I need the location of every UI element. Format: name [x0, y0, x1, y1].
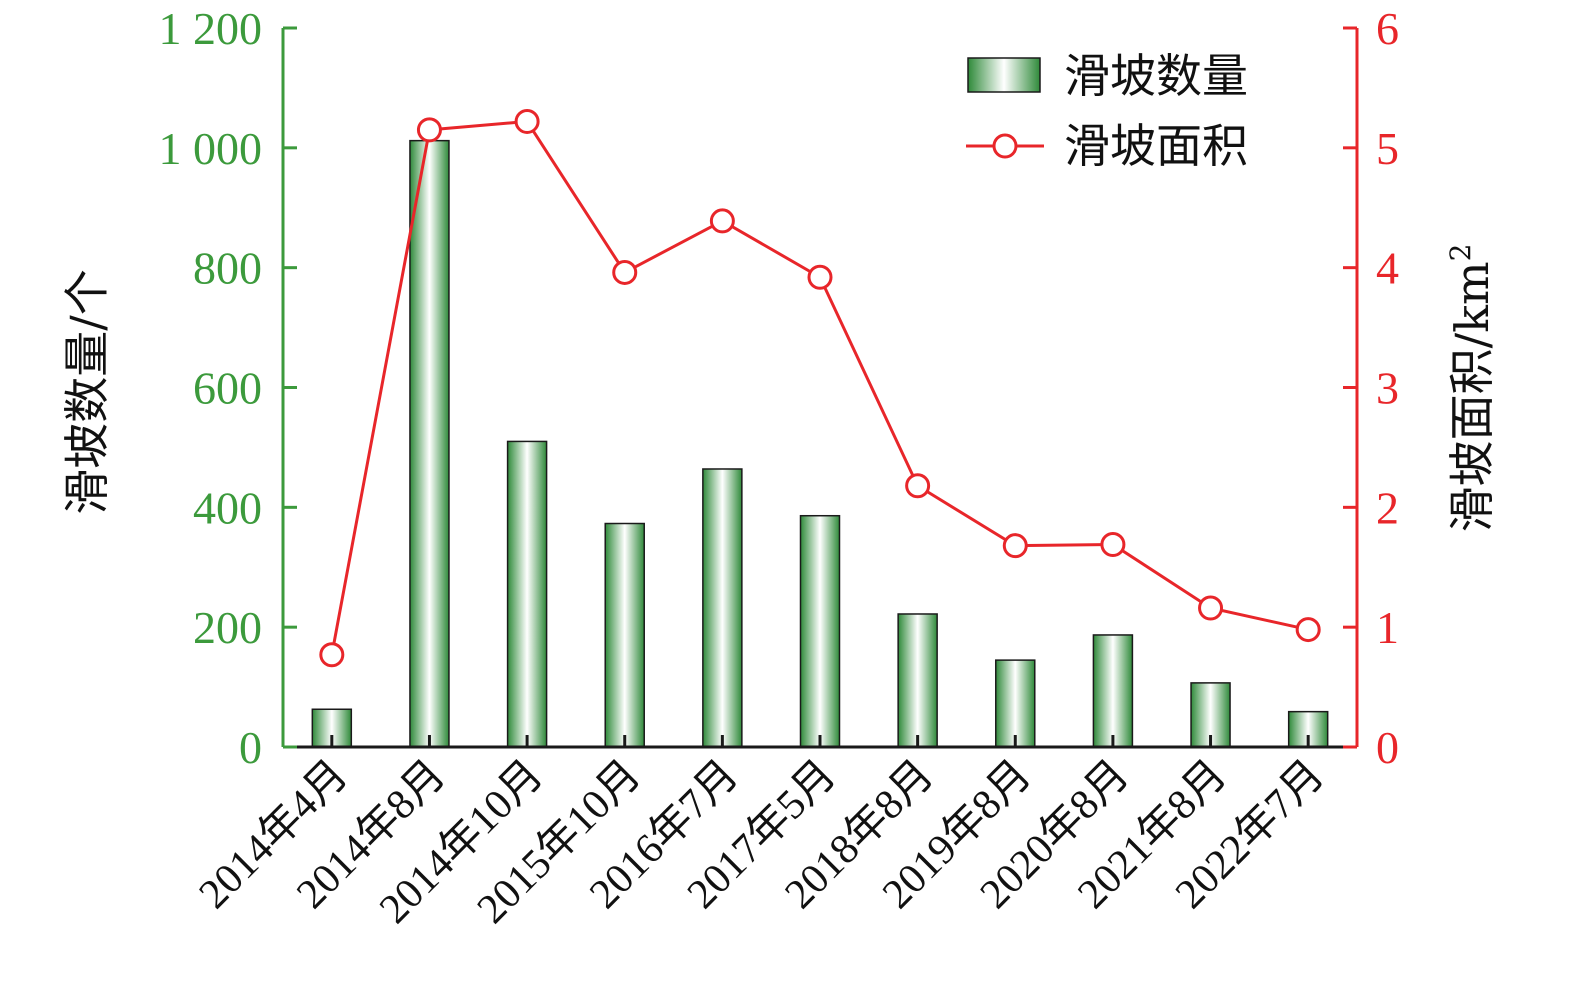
legend-line-label: 滑坡面积 [1064, 119, 1248, 173]
x-tick-labels: 2014年4月2014年8月2014年10月2015年10月2016年7月201… [190, 751, 1333, 933]
left-tick-label-5: 1 000 [159, 123, 263, 174]
right-tick-label-2: 2 [1376, 482, 1399, 533]
legend-bar-label: 滑坡数量 [1064, 49, 1248, 103]
line-point-7 [1002, 533, 1028, 559]
line-point-4 [709, 208, 735, 234]
line-point-3 [612, 259, 638, 285]
bar-4 [702, 468, 743, 748]
axes: 0 200 400 600 800 1 000 1 200 0 1 2 3 4 5 6 [159, 3, 1400, 773]
bar-2 [506, 440, 548, 748]
bar-1 [409, 139, 450, 748]
line-point-9 [1198, 595, 1224, 621]
line-series [319, 108, 1321, 668]
left-axis-title: 滑坡数量/个 [60, 269, 114, 515]
left-tick-label-3: 600 [193, 363, 262, 414]
right-tick-label-4: 4 [1376, 243, 1399, 294]
left-tick-label-4: 800 [193, 243, 262, 294]
right-tick-label-5: 5 [1376, 123, 1399, 174]
right-tick-label-0: 0 [1376, 722, 1399, 773]
left-tick-label-2: 400 [193, 482, 262, 533]
legend: 滑坡数量 滑坡面积 [966, 49, 1248, 173]
line-point-1 [416, 117, 442, 143]
bar-series [311, 139, 1329, 748]
bar-8 [1092, 634, 1134, 748]
legend-bar-swatch [967, 57, 1041, 93]
right-tick-label-1: 1 [1376, 602, 1399, 653]
right-axis-title-main: 滑坡面积/km [1445, 261, 1499, 532]
left-tick-label-1: 200 [193, 602, 262, 653]
right-axis-title-sup: 2 [1444, 244, 1477, 262]
line-point-8 [1100, 531, 1126, 557]
line-point-10 [1295, 617, 1321, 643]
line-point-2 [514, 108, 540, 134]
legend-line-marker [992, 133, 1018, 159]
right-axis-title: 滑坡面积/km2 [1444, 244, 1499, 533]
line-point-5 [807, 264, 833, 290]
line-point-6 [905, 473, 931, 499]
left-tick-label-0: 0 [239, 722, 262, 773]
bar-7 [995, 659, 1036, 748]
right-tick-label-6: 6 [1376, 3, 1399, 54]
left-tick-label-6: 1 200 [159, 3, 263, 54]
bar-6 [897, 613, 938, 748]
bar-5 [799, 514, 841, 748]
right-tick-label-3: 3 [1376, 363, 1399, 414]
line-point-0 [319, 642, 345, 668]
bar-3 [604, 522, 645, 748]
